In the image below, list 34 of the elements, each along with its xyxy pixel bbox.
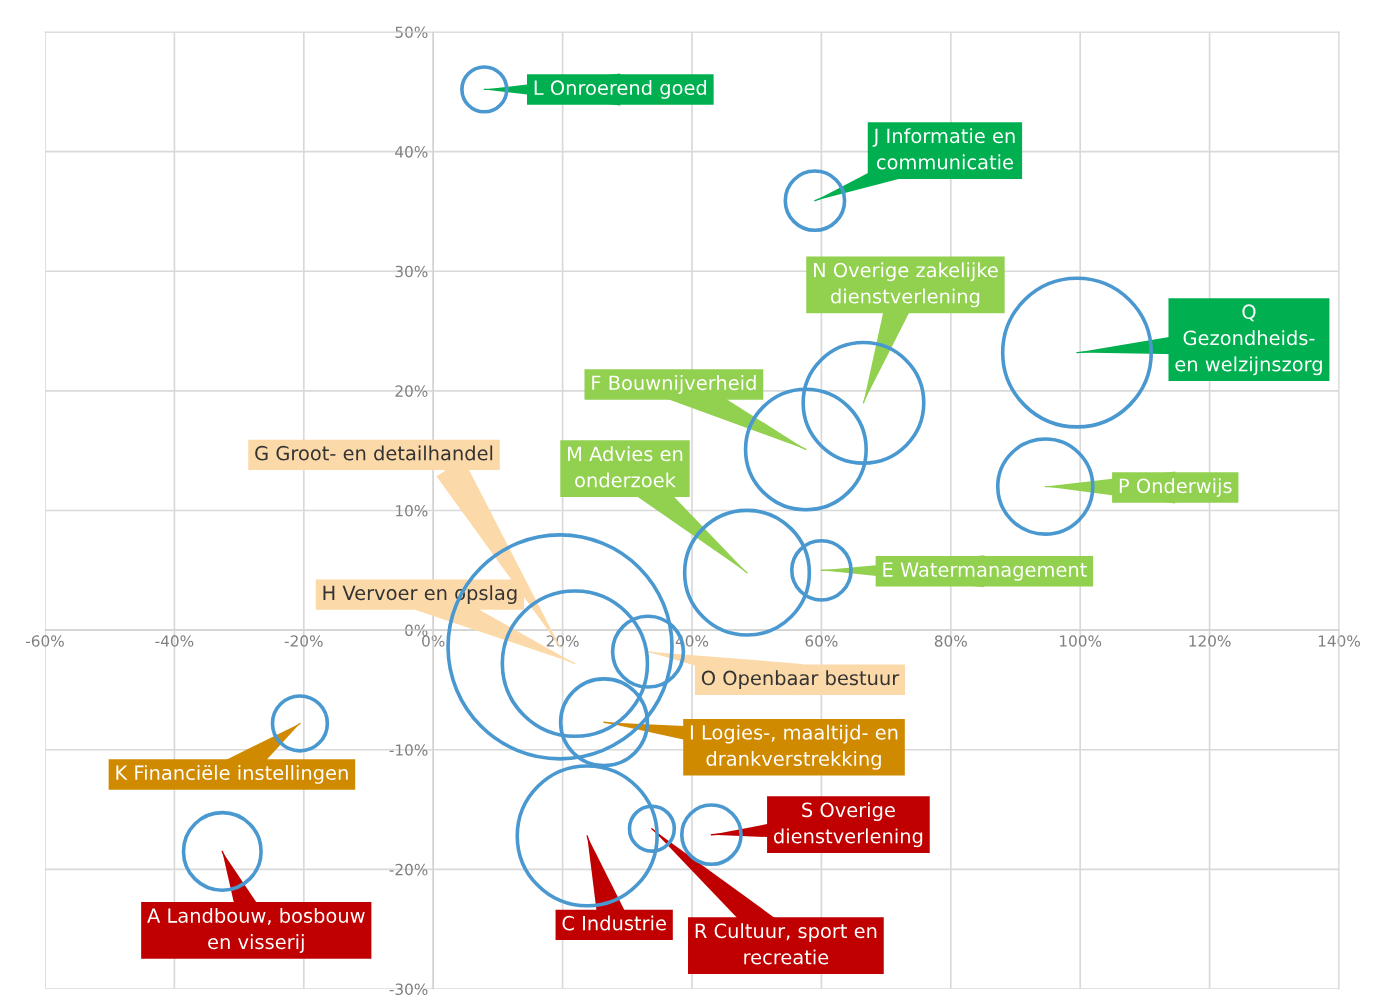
annotation: L Onroerend goed [534, 80, 707, 99]
annotation: Q Gezondheids- en welzijnszorg [1175, 304, 1322, 376]
x-tick-label: -20% [284, 635, 323, 647]
x-tick-label: -60% [26, 635, 64, 647]
x-tick-label: 100% [1060, 635, 1102, 647]
annotation: J Informatie en communicatie [872, 128, 1015, 170]
x-tick-label: 0% [422, 635, 445, 647]
x-tick-label: 120% [1189, 635, 1231, 647]
annotation: F Bouwnijverheid [592, 375, 756, 394]
annotation: N Overige zakelijke dienstverlening [813, 262, 998, 308]
annotation: C Industrie [562, 915, 666, 931]
annotation: S Overige dienstverlening [773, 802, 923, 848]
x-tick-label: -40% [155, 635, 194, 647]
annotation: E Watermanagement [883, 562, 1087, 581]
y-tick-label: 0% [405, 624, 428, 637]
y-tick-label: 50% [395, 26, 428, 39]
annotation: P Onderwijs [1119, 478, 1232, 497]
y-tick-label: 40% [395, 146, 428, 158]
annotation: O Openbaar bestuur [701, 670, 900, 690]
x-tick-label: 80% [934, 635, 967, 647]
annotation: M Advies en onderzoek [568, 446, 683, 488]
y-tick-label: -30% [389, 983, 428, 996]
annotation: K Financiële instellingen [116, 765, 348, 784]
annotation: G Groot- en detailhandel [255, 445, 493, 461]
y-tick-label: 10% [396, 504, 428, 517]
y-tick-label: -10% [389, 744, 428, 756]
x-tick-label: 140% [1318, 635, 1360, 647]
annotation: A Landbouw, bosbouw en visserij [147, 907, 365, 953]
y-tick-label: 30% [395, 265, 428, 278]
y-tick-label: -20% [389, 863, 428, 876]
annotation: I Logies-, maaltijd- en drankverstrekking [690, 724, 898, 770]
x-tick-label: 60% [805, 635, 838, 647]
y-tick-label: 20% [395, 385, 428, 397]
annotation: R Cultuur, sport en recreatie [695, 923, 877, 965]
